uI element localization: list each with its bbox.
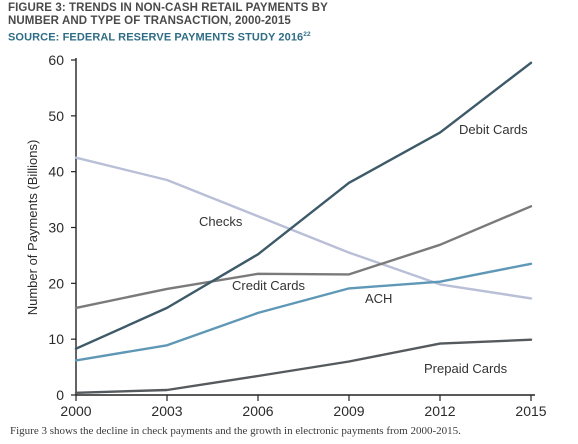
series-label-ach: ACH [365,291,392,306]
series-line-checks [74,156,533,300]
y-tick-label: 10 [48,331,64,347]
y-tick-label: 60 [48,52,64,68]
series-label-prepaid-cards: Prepaid Cards [424,361,508,376]
series-label-checks: Checks [199,214,243,229]
source-footnote-ref: 22 [303,31,311,38]
x-tick-label: 2015 [515,403,546,419]
y-tick-label: 20 [48,275,64,291]
x-tick-label: 2006 [242,403,273,419]
series-line-credit-cards [74,205,533,310]
y-tick-label: 30 [48,220,64,236]
y-tick-label: 40 [48,164,64,180]
series-line-debit-cards [74,61,533,350]
series-line-ach [74,262,533,362]
source-text: SOURCE: FEDERAL RESERVE PAYMENTS STUDY 2… [8,31,304,44]
chart-title-line-1: FIGURE 3: TRENDS IN NON-CASH RETAIL PAYM… [8,2,328,14]
chart-source: SOURCE: FEDERAL RESERVE PAYMENTS STUDY 2… [8,31,311,44]
series-line-prepaid-cards [74,338,533,394]
y-tick-label: 0 [56,387,64,403]
x-tick-label: 2003 [151,403,182,419]
chart-title: FIGURE 3: TRENDS IN NON-CASH RETAIL PAYM… [8,2,328,28]
chart-series-labels: Debit Cards Checks Credit Cards ACH Prepaid … [199,122,528,376]
line-chart: 0 10 20 30 40 50 60 2000 2003 2006 2009 2012 2015 Num… [25,52,547,419]
chart-axes: 0 10 20 30 40 50 60 2000 2003 2006 2009 2012 2015 Num… [25,52,547,419]
series-label-debit-cards: Debit Cards [459,122,528,137]
y-tick-label: 50 [48,108,64,124]
chart-series [74,61,533,394]
chart-title-line-2: NUMBER AND TYPE OF TRANSACTION, 2000-201… [8,15,291,27]
y-axis-title: Number of Payments (Billions) [25,140,40,316]
x-tick-label: 2009 [333,403,364,419]
x-tick-label: 2000 [60,403,91,419]
figure-caption: Figure 3 shows the decline in check paym… [10,425,461,437]
series-label-credit-cards: Credit Cards [232,278,305,293]
x-tick-label: 2012 [424,403,455,419]
